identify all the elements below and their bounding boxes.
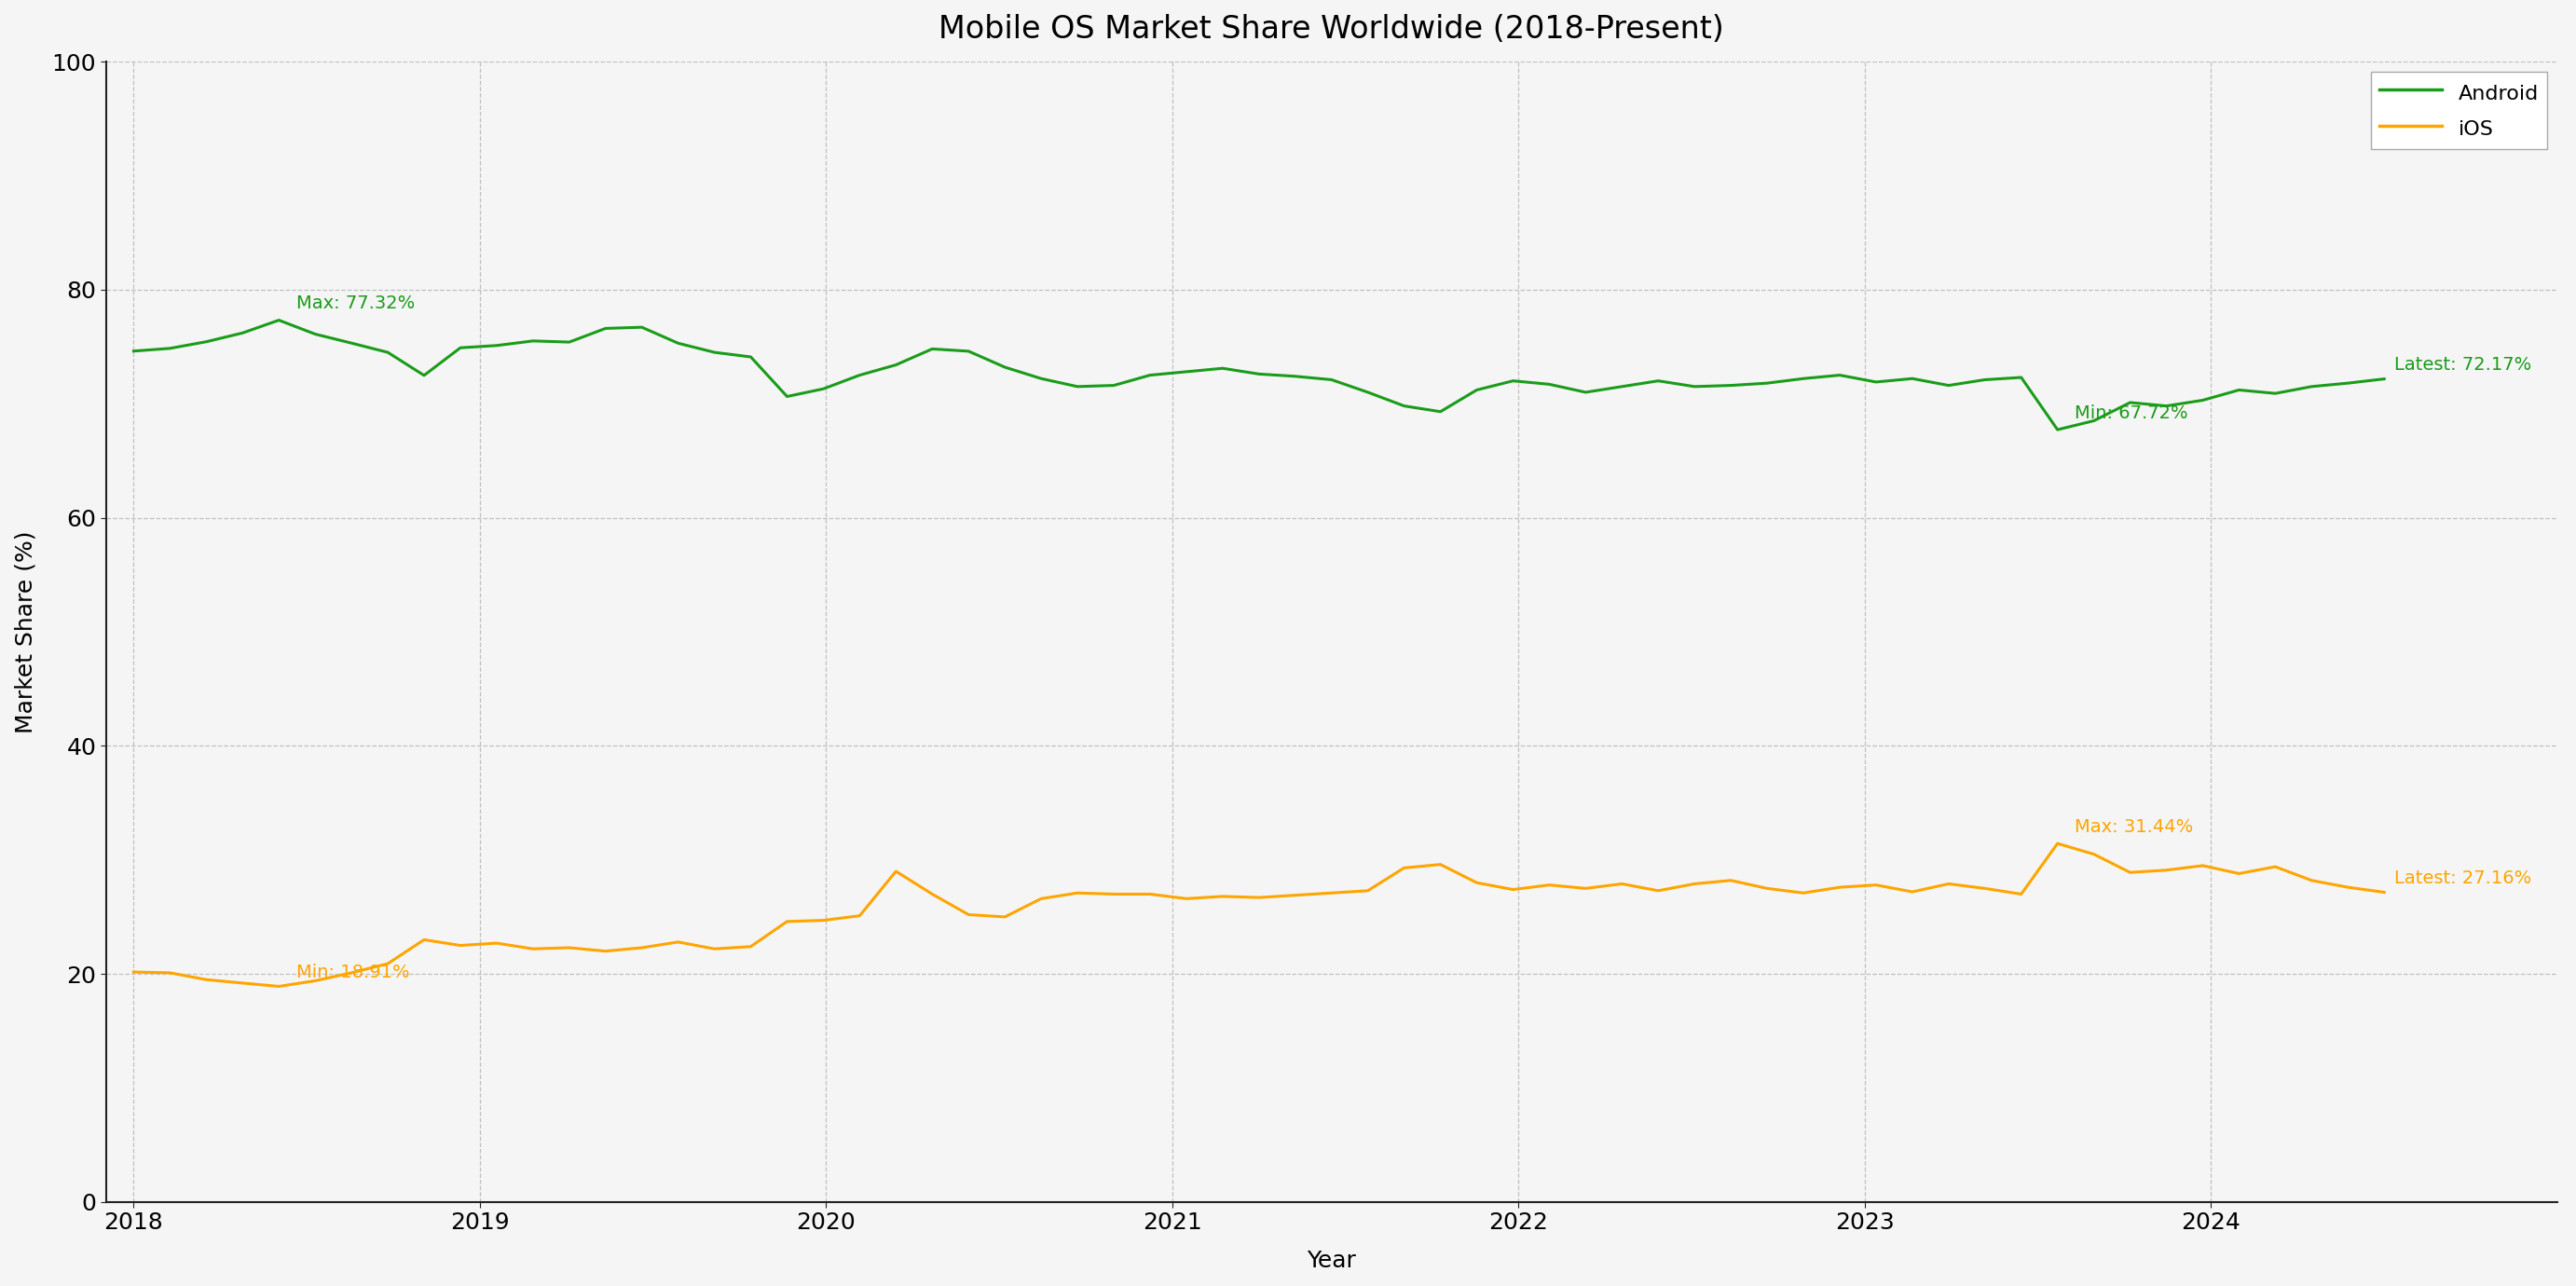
iOS [2331, 880, 2362, 895]
Line: iOS: iOS [134, 844, 2385, 986]
iOS [1208, 889, 1239, 904]
Text: Min: 18.91%: Min: 18.91% [296, 963, 410, 981]
Android [2331, 376, 2362, 391]
Text: Latest: 72.17%: Latest: 72.17% [2396, 356, 2532, 373]
iOS [118, 964, 149, 980]
Android [2043, 422, 2074, 437]
iOS [2043, 836, 2074, 851]
Android [118, 343, 149, 359]
Text: Max: 77.32%: Max: 77.32% [296, 294, 415, 312]
Line: Android: Android [134, 320, 2385, 430]
Legend: Android, iOS: Android, iOS [2372, 72, 2548, 149]
Android [773, 388, 804, 404]
Android [1716, 378, 1747, 394]
Android [2370, 372, 2401, 387]
Text: Max: 31.44%: Max: 31.44% [2074, 818, 2192, 836]
iOS [1716, 873, 1747, 889]
Text: Latest: 27.16%: Latest: 27.16% [2396, 869, 2532, 887]
iOS [1280, 887, 1311, 903]
X-axis label: Year: Year [1306, 1250, 1358, 1272]
iOS [263, 979, 294, 994]
Android [1280, 369, 1311, 385]
iOS [845, 908, 876, 923]
Text: Min: 67.72%: Min: 67.72% [2074, 404, 2187, 422]
Android [1208, 360, 1239, 376]
Y-axis label: Market Share (%): Market Share (%) [13, 530, 36, 733]
iOS [2370, 885, 2401, 900]
Title: Mobile OS Market Share Worldwide (2018-Present): Mobile OS Market Share Worldwide (2018-P… [938, 14, 1723, 45]
Android [263, 312, 294, 328]
iOS [773, 914, 804, 930]
Android [845, 368, 876, 383]
